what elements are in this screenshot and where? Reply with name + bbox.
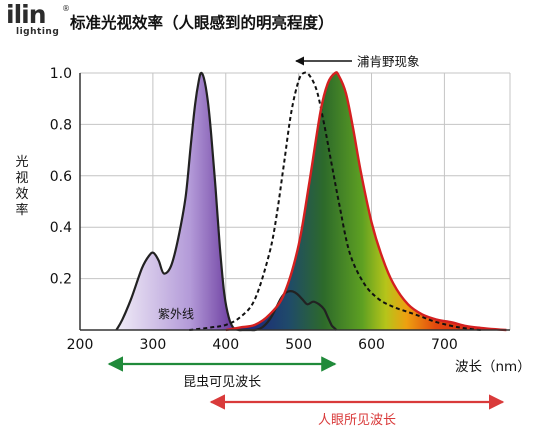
y-tick-label: 1.0 <box>50 66 72 82</box>
x-tick-label: 700 <box>431 337 458 353</box>
x-tick-label: 400 <box>212 337 239 353</box>
x-tick-label: 500 <box>285 337 312 353</box>
human-range-label: 人眼所见波长 <box>318 413 396 428</box>
logo-sub-text: lighting <box>16 27 60 37</box>
x-tick-label: 200 <box>67 337 94 353</box>
y-tick-label: 0.8 <box>50 117 72 133</box>
logo-main-text: ilin <box>6 0 47 29</box>
y-tick-label: 0.2 <box>50 272 72 288</box>
insect-range-label: 昆虫可见波长 <box>183 375 261 390</box>
y-tick-label: 0.6 <box>50 169 72 185</box>
chart-title: 标准光视效率（人眼感到的明亮程度） <box>70 14 334 32</box>
logo-registered-mark: ® <box>62 4 70 13</box>
x-tick-label: 600 <box>358 337 385 353</box>
x-axis-label: 波长（nm） <box>455 359 531 375</box>
y-axis-label: 光视效率 <box>15 155 28 218</box>
axes: 200 300 400 500 600 700 0.2 0.4 0.6 0.8 1.0 <box>50 66 510 353</box>
x-tick-label: 300 <box>140 337 167 353</box>
series-lines <box>115 71 507 332</box>
area-fills <box>116 72 507 331</box>
y-tick-label: 0.4 <box>50 220 72 236</box>
y-axis-label-text: 光视效率 <box>15 155 28 218</box>
uv-annotation: 紫外线 <box>158 307 194 321</box>
purkinje-annotation: 浦肯野现象 <box>357 54 420 69</box>
series-line-photopic <box>225 71 507 332</box>
ilin-lighting-logo: ilin ® lighting <box>6 0 70 42</box>
